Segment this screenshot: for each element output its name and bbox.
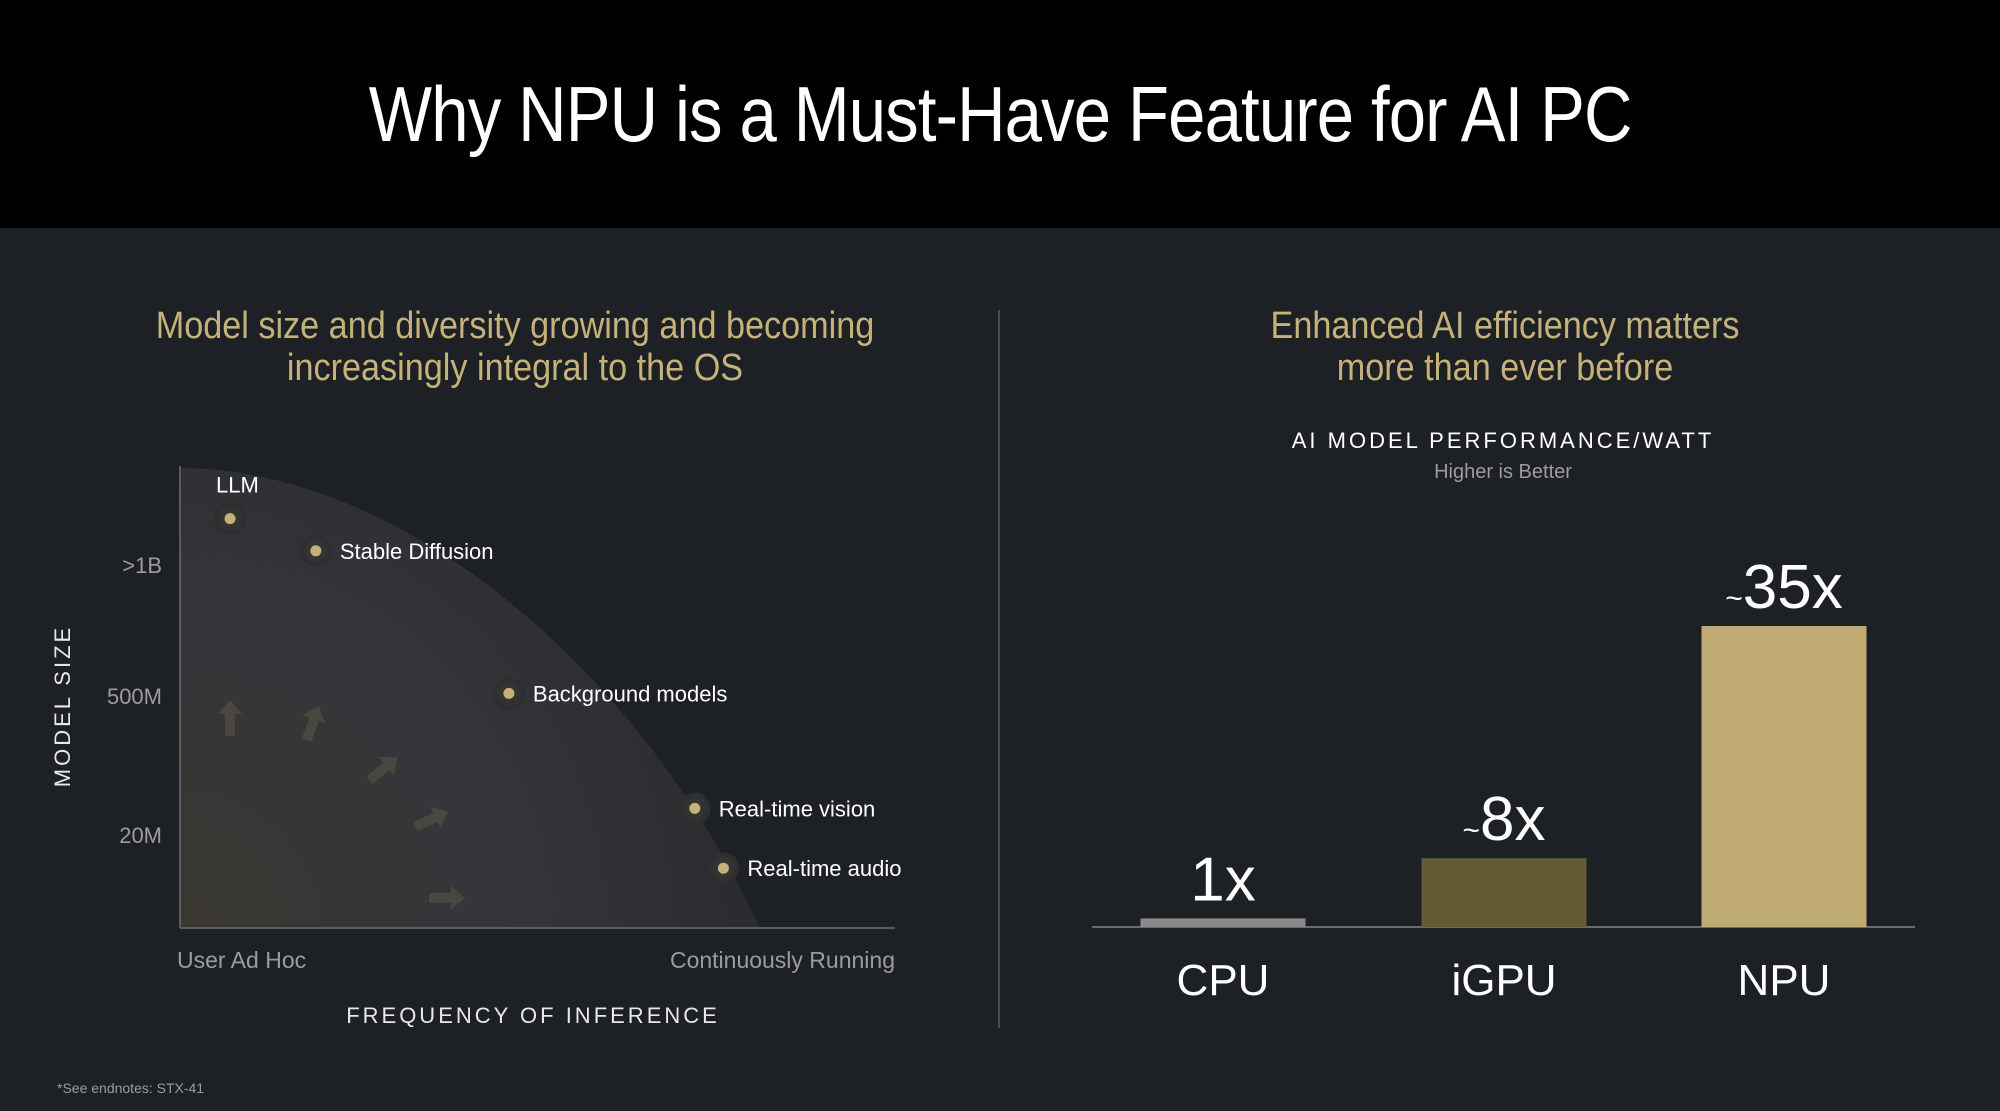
growth-arrow xyxy=(301,706,326,742)
growth-arrow xyxy=(218,700,242,736)
data-point: Real-time vision xyxy=(678,792,876,825)
left-panel-subtitle: Model size and diversity growing and bec… xyxy=(133,305,898,389)
bar-igpu xyxy=(1421,858,1587,927)
header-banner: Why NPU is a Must-Have Feature for AI PC xyxy=(0,0,2000,228)
point-label: LLM xyxy=(216,473,259,498)
growth-region xyxy=(180,468,760,928)
x-tick-label: User Ad Hoc xyxy=(177,947,306,973)
bar-value-text: 8x xyxy=(1480,785,1545,854)
left-subtitle-line-2: increasingly integral to the OS xyxy=(286,347,744,389)
scatter-chart: 20M 500M >1B User Ad Hoc Continuously Runnin… xyxy=(50,466,901,1028)
growth-arrow xyxy=(366,756,398,785)
y-tick-label: >1B xyxy=(122,553,162,578)
bar-value-text: 1x xyxy=(1190,845,1255,914)
data-point: Background models xyxy=(492,677,727,710)
y-tick-label: 20M xyxy=(119,823,162,848)
bar-category-label: NPU xyxy=(1738,956,1831,1005)
x-tick-label: Continuously Running xyxy=(670,947,895,973)
left-subtitle-line-1: Model size and diversity growing and bec… xyxy=(155,305,875,347)
right-subtitle-line-1: Enhanced AI efficiency matters xyxy=(1270,305,1740,347)
bar-value-prefix: ~ xyxy=(1462,814,1480,847)
bar-value-text: 35x xyxy=(1743,553,1843,622)
bar-value-prefix: ~ xyxy=(1725,582,1743,615)
point-label: Real-time vision xyxy=(719,796,876,821)
page-title: Why NPU is a Must-Have Feature for AI PC xyxy=(368,69,1633,158)
bar-value-label: 1x xyxy=(1190,845,1255,914)
point-label: Background models xyxy=(533,681,727,706)
bar-category-label: CPU xyxy=(1177,956,1270,1005)
bar-chart: AI MODEL PERFORMANCE/WATT Higher is Bette… xyxy=(1092,428,1915,1005)
right-subtitle-line-2: more than ever before xyxy=(1336,347,1674,389)
bar-category-label: iGPU xyxy=(1451,956,1556,1005)
right-panel-subtitle: Enhanced AI efficiency matters more than… xyxy=(1168,305,1843,389)
bar-npu xyxy=(1701,626,1867,927)
footnote: *See endnotes: STX-41 xyxy=(57,1080,205,1096)
growth-arrow xyxy=(413,806,449,832)
data-point: Stable Diffusion xyxy=(299,534,494,567)
bar-value-label: ~8x xyxy=(1462,785,1545,854)
point-dot xyxy=(717,862,729,874)
data-point: LLM xyxy=(214,473,259,535)
growth-arrow xyxy=(429,886,465,910)
x-axis-label: FREQUENCY OF INFERENCE xyxy=(346,1003,720,1028)
y-axis-label: MODEL SIZE xyxy=(50,625,75,787)
panel-divider xyxy=(998,310,1000,1028)
point-dot xyxy=(310,545,322,557)
point-dot xyxy=(224,513,236,525)
bar-cpu xyxy=(1140,918,1306,927)
y-tick-label: 500M xyxy=(107,684,162,709)
point-dot xyxy=(689,802,701,814)
point-label: Stable Diffusion xyxy=(340,539,494,564)
data-point: Real-time audio xyxy=(707,852,901,885)
bar-chart-title: AI MODEL PERFORMANCE/WATT xyxy=(1292,428,1715,453)
point-label: Real-time audio xyxy=(747,856,901,881)
bar-value-label: ~35x xyxy=(1725,553,1843,622)
point-dot xyxy=(503,687,515,699)
bar-chart-subtitle: Higher is Better xyxy=(1434,461,1572,483)
